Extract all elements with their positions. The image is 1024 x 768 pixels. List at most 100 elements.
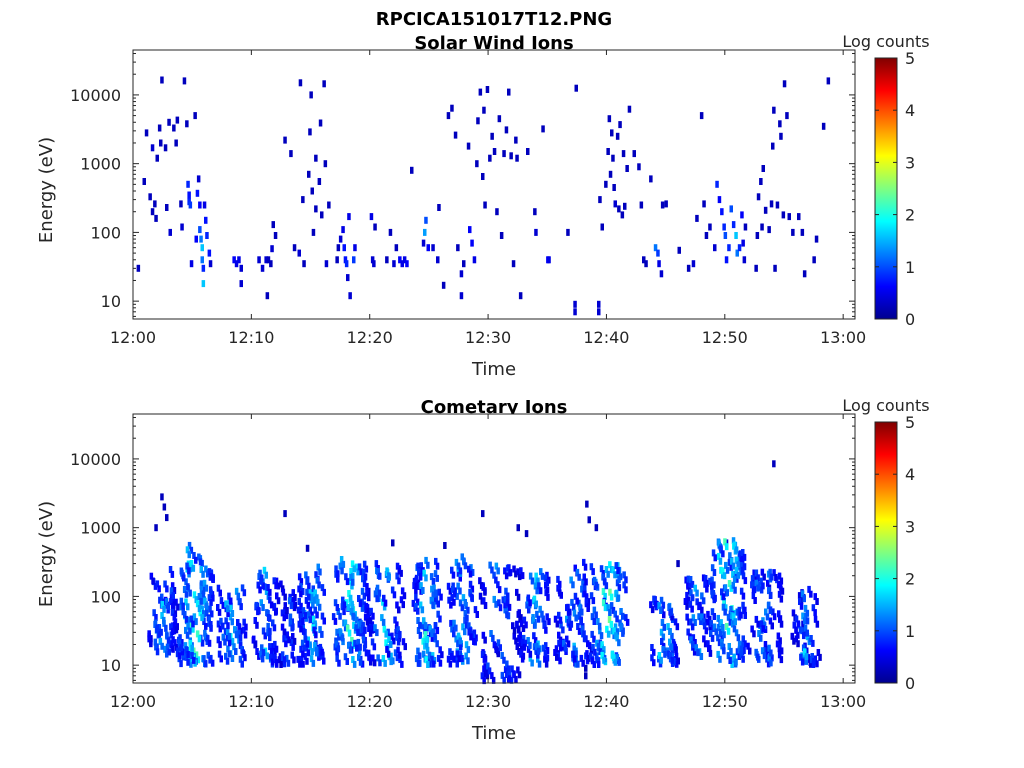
- heatmap-cell: [713, 244, 717, 252]
- heatmap-cell: [164, 598, 169, 606]
- heatmap-cell: [271, 619, 275, 627]
- heatmap-cell: [327, 201, 331, 209]
- heatmap-cell: [298, 660, 302, 668]
- heatmap-cell: [578, 603, 582, 611]
- heatmap-cell: [188, 589, 192, 597]
- heatmap-cell: [801, 612, 805, 620]
- heatmap-cell: [268, 643, 272, 651]
- heatmap-cell: [667, 604, 671, 611]
- heatmap-cell: [625, 165, 629, 172]
- heatmap-cell: [800, 228, 805, 236]
- heatmap-cell: [301, 650, 305, 658]
- heatmap-cell: [801, 644, 806, 652]
- heatmap-cell: [414, 593, 418, 601]
- heatmap-cell: [703, 640, 708, 648]
- heatmap-cell: [613, 610, 617, 618]
- heatmap-cell: [396, 638, 401, 646]
- heatmap-cell: [722, 599, 726, 607]
- heatmap-cell: [533, 637, 538, 645]
- heatmap-cell: [291, 589, 295, 597]
- heatmap-cell: [768, 617, 773, 625]
- heatmap-cell: [727, 558, 732, 566]
- heatmap-cell: [346, 274, 350, 282]
- heatmap-cell: [504, 572, 509, 580]
- heatmap-cell: [392, 591, 397, 599]
- heatmap-cell: [297, 249, 301, 257]
- heatmap-cell: [289, 602, 294, 610]
- heatmap-cell: [251, 636, 256, 644]
- heatmap-cell: [670, 632, 674, 640]
- heatmap-cell: [803, 617, 807, 625]
- heatmap-cell: [478, 88, 483, 96]
- heatmap-cell: [813, 609, 817, 617]
- heatmap-cell: [661, 633, 666, 641]
- heatmap-cell: [802, 595, 806, 603]
- heatmap-cell: [468, 570, 473, 578]
- heatmap-cell: [333, 617, 338, 625]
- heatmap-cell: [189, 660, 193, 668]
- heatmap-cell: [675, 623, 680, 631]
- heatmap-cell: [322, 617, 326, 625]
- heatmap-cell: [727, 244, 731, 252]
- heatmap-cell: [716, 614, 720, 622]
- heatmap-cell: [365, 583, 369, 590]
- heatmap-cell: [435, 562, 440, 570]
- heatmap-cell: [305, 640, 310, 648]
- heatmap-cell: [313, 606, 317, 614]
- x-tick-label: 12:50: [702, 692, 748, 711]
- heatmap-cell: [615, 634, 619, 642]
- heatmap-cell: [800, 590, 805, 598]
- heatmap-cell: [430, 585, 434, 593]
- heatmap-cell: [363, 641, 368, 649]
- heatmap-cell: [286, 659, 291, 667]
- heatmap-cell: [361, 632, 366, 640]
- heatmap-cell: [718, 628, 723, 636]
- heatmap-cell: [662, 623, 666, 631]
- heatmap-cell: [216, 620, 221, 628]
- heatmap-cell: [739, 587, 744, 595]
- heatmap-cell: [604, 566, 609, 573]
- heatmap-cell: [462, 260, 466, 268]
- heatmap-cell: [398, 656, 402, 663]
- heatmap-cell: [224, 600, 228, 608]
- heatmap-cell: [357, 621, 361, 629]
- heatmap-cell: [706, 618, 711, 626]
- heatmap-cell: [722, 631, 726, 639]
- heatmap-cell: [805, 629, 809, 637]
- heatmap-cell: [199, 235, 203, 243]
- heatmap-cell: [373, 624, 377, 632]
- heatmap-cell: [389, 658, 393, 666]
- heatmap-cell: [427, 651, 432, 659]
- heatmap-cell: [255, 648, 259, 655]
- heatmap-cell: [221, 633, 225, 641]
- heatmap-cell: [268, 596, 272, 604]
- heatmap-cell: [428, 625, 432, 633]
- heatmap-cell: [271, 221, 275, 229]
- heatmap-cell: [403, 643, 407, 651]
- heatmap-cell: [561, 643, 565, 651]
- heatmap-cell: [536, 651, 540, 659]
- heatmap-cell: [540, 572, 545, 580]
- heatmap-cell: [547, 618, 551, 626]
- heatmap-cell: [441, 281, 446, 289]
- heatmap-cell: [170, 570, 175, 578]
- heatmap-cell: [503, 567, 507, 575]
- heatmap-cell: [216, 604, 220, 611]
- heatmap-cell: [730, 661, 734, 668]
- heatmap-cell: [345, 578, 350, 586]
- heatmap-cell: [448, 587, 453, 595]
- x-tick-label: 12:00: [110, 692, 156, 711]
- heatmap-cell: [621, 629, 625, 637]
- heatmap-cell: [601, 573, 605, 581]
- heatmap-cell: [218, 589, 222, 597]
- heatmap-cell: [282, 656, 287, 664]
- x-tick-label: 12:50: [702, 328, 748, 347]
- heatmap-cell: [199, 580, 204, 588]
- heatmap-cell: [263, 632, 267, 640]
- heatmap-cell: [488, 561, 492, 569]
- heatmap-cell: [365, 589, 369, 597]
- heatmap-cell: [395, 601, 399, 609]
- heatmap-cell: [446, 112, 451, 120]
- heatmap-cell: [372, 260, 376, 268]
